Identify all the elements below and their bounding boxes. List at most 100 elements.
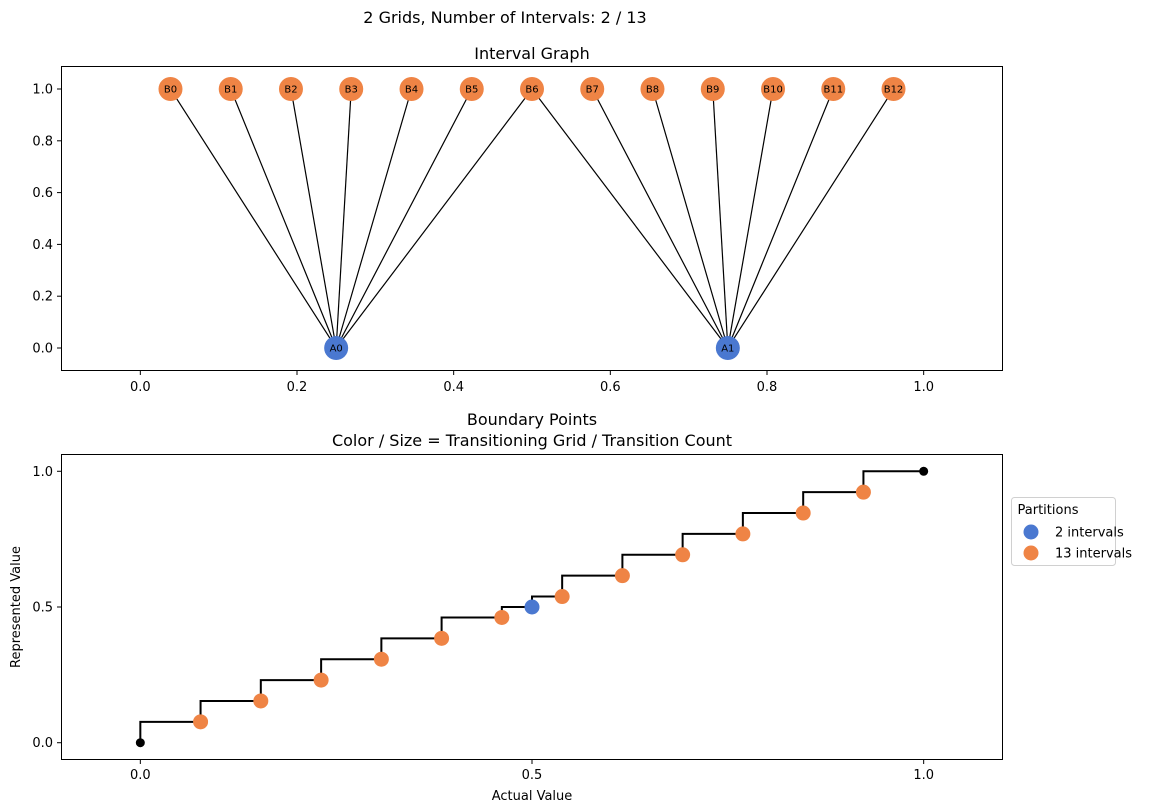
x-tick-label: 0.0 [130,380,151,395]
node-B10 [761,77,786,102]
legend-items: 2 intervals 13 intervals [1023,524,1132,562]
edge-A1-B8 [651,88,729,349]
boundary-points-panel: Boundary Points Color / Size = Transitio… [9,410,1132,804]
legend-marker [1023,524,1039,540]
partitions-legend: Partitions 2 intervals 13 intervals [1011,497,1132,566]
edge-A1-B6 [531,88,729,349]
node-label-B9: B9 [706,85,719,96]
interval-graph-title: Interval Graph [474,44,589,63]
edge-A1-B9 [712,88,729,349]
boundary-points-title: Boundary Points [467,410,597,429]
graph-nodes: A0 A1 B0 B1 B2 B3 B4 B5 B6 B7 B8 B9 B10 B11 B12 [158,77,906,360]
legend-label: 13 intervals [1055,547,1132,562]
edge-A1-B12 [727,88,895,349]
node-label-B2: B2 [284,85,297,96]
boundary-point [735,526,751,542]
interval-graph-panel: Interval Graph A0 A1 B0 B1 B2 B3 B4 B5 B6 B7 B8 B9 B… [32,44,1003,395]
node-B8 [640,77,665,102]
boundary-point [795,505,811,521]
edge-A1-B10 [727,88,774,349]
endpoint-marker [135,738,145,748]
boundary-point [675,547,691,563]
edge-A0-B6 [335,88,533,349]
node-label-B0: B0 [164,85,177,96]
y-tick-label: 1.0 [32,465,53,480]
node-B4 [399,77,424,102]
node-B1 [218,77,243,102]
edge-A0-B4 [335,88,413,349]
endpoint-marker [919,466,929,476]
x-tick-label: 1.0 [913,380,934,395]
legend-label: 2 intervals [1055,526,1124,541]
y-tick-label: 0.0 [32,736,53,751]
boundary-point [434,630,450,646]
node-label-A0: A0 [330,343,343,354]
node-label-B5: B5 [465,85,478,96]
boundary-point [193,714,209,730]
node-B7 [580,77,605,102]
y-axis-label: Represented Value [9,546,24,668]
node-B5 [459,77,484,102]
edge-A0-B1 [230,88,337,349]
boundary-point [554,589,570,605]
y-tick-label: 1.0 [32,83,53,98]
node-label-B8: B8 [646,85,659,96]
y-tick-label: 0.4 [32,238,53,253]
node-B12 [881,77,906,102]
edge-A0-B2 [290,88,337,349]
node-label-B1: B1 [224,85,237,96]
node-B6 [520,77,544,102]
node-B9 [700,77,725,102]
node-B3 [339,77,364,102]
x-tick-label: 0.8 [757,380,778,395]
y-tick-label: 0.2 [32,290,53,305]
boundary-point [614,568,630,584]
node-A0 [324,335,349,360]
graph-edges [169,88,895,349]
x-tick-label: 0.6 [600,380,621,395]
node-label-B4: B4 [405,85,418,96]
edge-A0-B5 [335,88,473,349]
node-label-B6: B6 [525,85,538,96]
legend-marker [1023,545,1039,561]
node-B11 [821,77,846,102]
edge-A1-B7 [591,88,729,349]
boundary-points-subtitle: Color / Size = Transitioning Grid / Tran… [332,431,732,450]
x-tick-label: 1.0 [913,768,934,783]
interval-graph-frame [61,66,1003,371]
node-label-B10: B10 [763,85,783,96]
boundary-point [494,609,510,625]
x-tick-label: 0.5 [522,768,543,783]
legend-box [1011,497,1116,566]
boundary-point [524,599,540,615]
node-label-B12: B12 [884,85,904,96]
interval-graph-axes: 0.0 0.2 0.4 0.6 0.8 1.0 0.0 0.2 0.4 0.6 0.8 1.0 [32,83,934,395]
y-tick-label: 0.6 [32,186,53,201]
node-label-B7: B7 [586,85,599,96]
boundary-point [313,672,329,688]
y-tick-label: 0.8 [32,134,53,149]
node-A1 [715,335,740,360]
node-label-B11: B11 [823,85,843,96]
y-tick-label: 0.5 [32,601,53,616]
x-axis-label: Actual Value [492,789,573,804]
x-tick-label: 0.4 [443,380,464,395]
node-label-B3: B3 [345,85,358,96]
boundary-points-frame [61,454,1003,760]
x-tick-label: 0.2 [287,380,308,395]
figure-suptitle: 2 Grids, Number of Intervals: 2 / 13 [363,8,646,27]
boundary-point [855,484,871,500]
node-B2 [278,77,303,102]
edge-A0-B3 [335,88,352,349]
edge-A1-B11 [727,88,834,349]
boundary-points-axes: 0.0 0.5 1.0 0.0 0.5 1.0 [32,465,934,783]
legend-title: Partitions [1018,503,1079,518]
edge-A0-B0 [169,88,337,349]
y-tick-label: 0.0 [32,341,53,356]
boundary-point-markers [135,466,929,748]
boundary-point [253,693,269,709]
node-B0 [158,77,183,102]
boundary-point [373,651,389,667]
x-tick-label: 0.0 [130,768,151,783]
